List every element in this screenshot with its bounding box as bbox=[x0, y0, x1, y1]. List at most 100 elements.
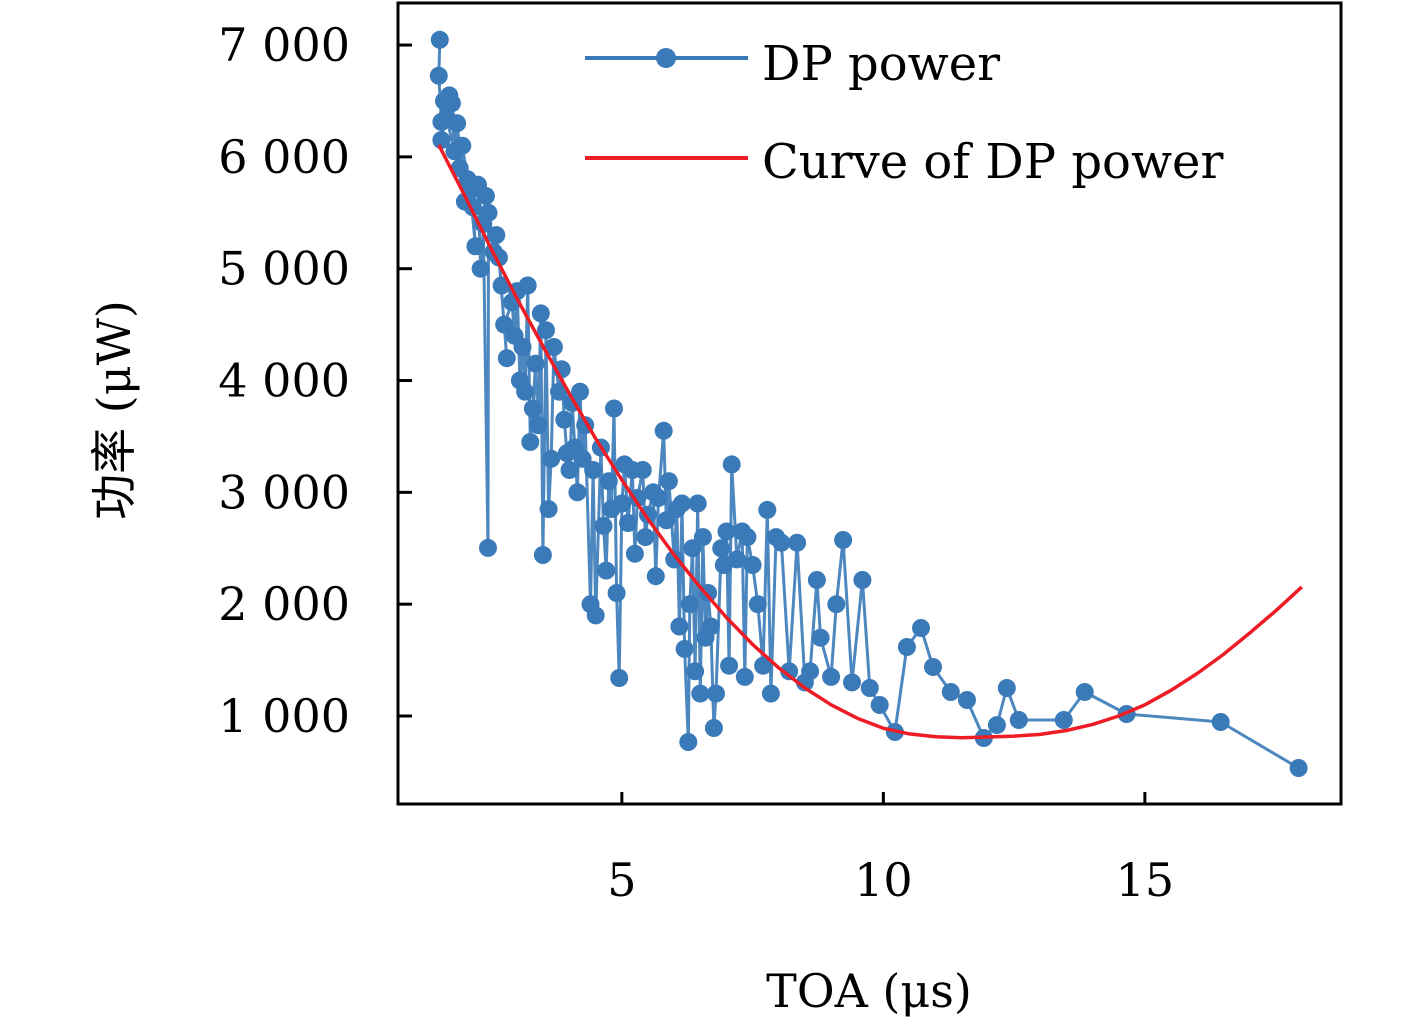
dp-power-point bbox=[754, 656, 773, 675]
dp-power-point bbox=[619, 514, 638, 532]
dp-power-point bbox=[605, 399, 623, 418]
dp-power-point bbox=[487, 226, 506, 245]
dp-power-point bbox=[801, 662, 820, 681]
dp-power-point bbox=[712, 539, 731, 558]
dp-power-point bbox=[758, 500, 777, 519]
dp-power-point bbox=[941, 683, 960, 701]
dp-power-point bbox=[586, 606, 605, 625]
dp-power-point bbox=[523, 399, 542, 418]
dp-power-point bbox=[735, 667, 754, 686]
dp-power-point bbox=[699, 584, 718, 602]
dp-power-point bbox=[897, 638, 916, 656]
dp-power-point bbox=[610, 669, 629, 687]
dp-power-point bbox=[529, 416, 548, 435]
dp-power-point bbox=[693, 528, 712, 547]
dp-power-point bbox=[497, 349, 516, 368]
dp-power-point bbox=[717, 522, 736, 541]
dp-power-point bbox=[780, 662, 799, 681]
dp-power-point bbox=[521, 433, 540, 451]
dp-power-point bbox=[649, 488, 668, 507]
dp-power-point bbox=[646, 567, 665, 586]
dp-power-point bbox=[526, 354, 545, 373]
dp-power-point bbox=[701, 617, 720, 636]
dp-power-point bbox=[834, 531, 853, 549]
dp-power-point bbox=[476, 187, 495, 205]
dp-power-point bbox=[997, 679, 1016, 697]
dp-power-point bbox=[542, 449, 561, 468]
dp-power-point bbox=[571, 382, 589, 401]
dp-power-point bbox=[870, 696, 889, 714]
dp-power-point bbox=[722, 455, 741, 474]
dp-power-point bbox=[560, 461, 579, 479]
series-layer bbox=[429, 30, 1308, 777]
dp-power-point bbox=[516, 382, 535, 401]
x-tick-label: 15 bbox=[1116, 853, 1175, 907]
dp-power-point bbox=[860, 679, 879, 697]
dp-power-point bbox=[958, 691, 976, 709]
dp-power-point bbox=[568, 483, 587, 502]
dp-power-point bbox=[479, 203, 498, 222]
dp-power-point bbox=[673, 494, 691, 513]
dp-power-point bbox=[636, 528, 655, 547]
legend-label-dp-power: DP power bbox=[762, 36, 1000, 92]
dp-power-point bbox=[807, 571, 826, 589]
dp-power-point bbox=[924, 658, 942, 676]
dp-power-point bbox=[1009, 711, 1028, 729]
y-tick-label: 2 000 bbox=[218, 577, 350, 631]
dp-power-point bbox=[607, 584, 626, 602]
dp-power-point bbox=[811, 628, 830, 647]
dp-power-point bbox=[659, 472, 678, 491]
y-tick-label: 1 000 bbox=[218, 689, 350, 743]
y-tick-label: 6 000 bbox=[218, 130, 350, 184]
dp-power-point bbox=[772, 533, 791, 552]
dp-power-point bbox=[533, 546, 552, 564]
dp-power-point bbox=[471, 259, 490, 278]
dp-power-point bbox=[748, 595, 767, 614]
axes-frame bbox=[396, 1, 1343, 806]
dp-power-point bbox=[912, 619, 930, 637]
dp-power-point bbox=[761, 684, 780, 703]
dp-power-point bbox=[1211, 713, 1230, 731]
dp-power-point bbox=[537, 321, 555, 340]
dp-power-point bbox=[738, 528, 757, 547]
legend: DP power Curve of DP power bbox=[585, 36, 1223, 190]
y-tick-label: 5 000 bbox=[218, 242, 350, 296]
dp-power-point bbox=[594, 516, 613, 535]
dp-power-point bbox=[680, 595, 699, 614]
dp-power-point bbox=[429, 66, 448, 85]
y-axis-title: 功率 (μW) bbox=[87, 300, 141, 520]
dp-power-point bbox=[479, 538, 497, 557]
dp-power-point bbox=[597, 561, 616, 580]
ticks-layer: 5 10 15 1 000 2 000 3 000 4 000 5 000 6 000 7 000 bbox=[218, 18, 1174, 907]
dp-power-point bbox=[518, 276, 537, 295]
dp-power-point bbox=[691, 684, 710, 703]
dp-power-point bbox=[665, 550, 684, 569]
y-tick-label: 4 000 bbox=[218, 354, 350, 408]
dp-power-point bbox=[822, 667, 841, 686]
dp-power-point bbox=[432, 131, 451, 150]
dp-power-point bbox=[727, 550, 746, 569]
dp-power-point bbox=[688, 494, 707, 513]
dp-power-point bbox=[513, 338, 532, 356]
dp-power-point bbox=[987, 716, 1006, 735]
dp-power-point bbox=[843, 673, 861, 692]
dp-power-point bbox=[707, 684, 725, 703]
dp-power-point bbox=[544, 338, 563, 356]
dp-power-point bbox=[584, 461, 603, 479]
dp-power-point bbox=[539, 500, 558, 519]
x-tick-label: 10 bbox=[854, 853, 913, 907]
dp-power-point bbox=[743, 556, 762, 574]
dp-power-point bbox=[599, 472, 618, 491]
dp-power-point bbox=[679, 733, 698, 751]
dp-power-point bbox=[555, 410, 574, 429]
y-tick-label: 3 000 bbox=[218, 465, 350, 519]
dp-power-point bbox=[430, 30, 449, 49]
dp-power-point bbox=[788, 533, 807, 552]
dp-power-point bbox=[633, 461, 652, 479]
dp-power-point bbox=[550, 382, 569, 401]
dp-power-point bbox=[853, 571, 872, 589]
dp-power-point bbox=[448, 114, 467, 133]
dp-power-point bbox=[675, 639, 694, 658]
x-axis-title: TOA (μs) bbox=[766, 964, 972, 1018]
